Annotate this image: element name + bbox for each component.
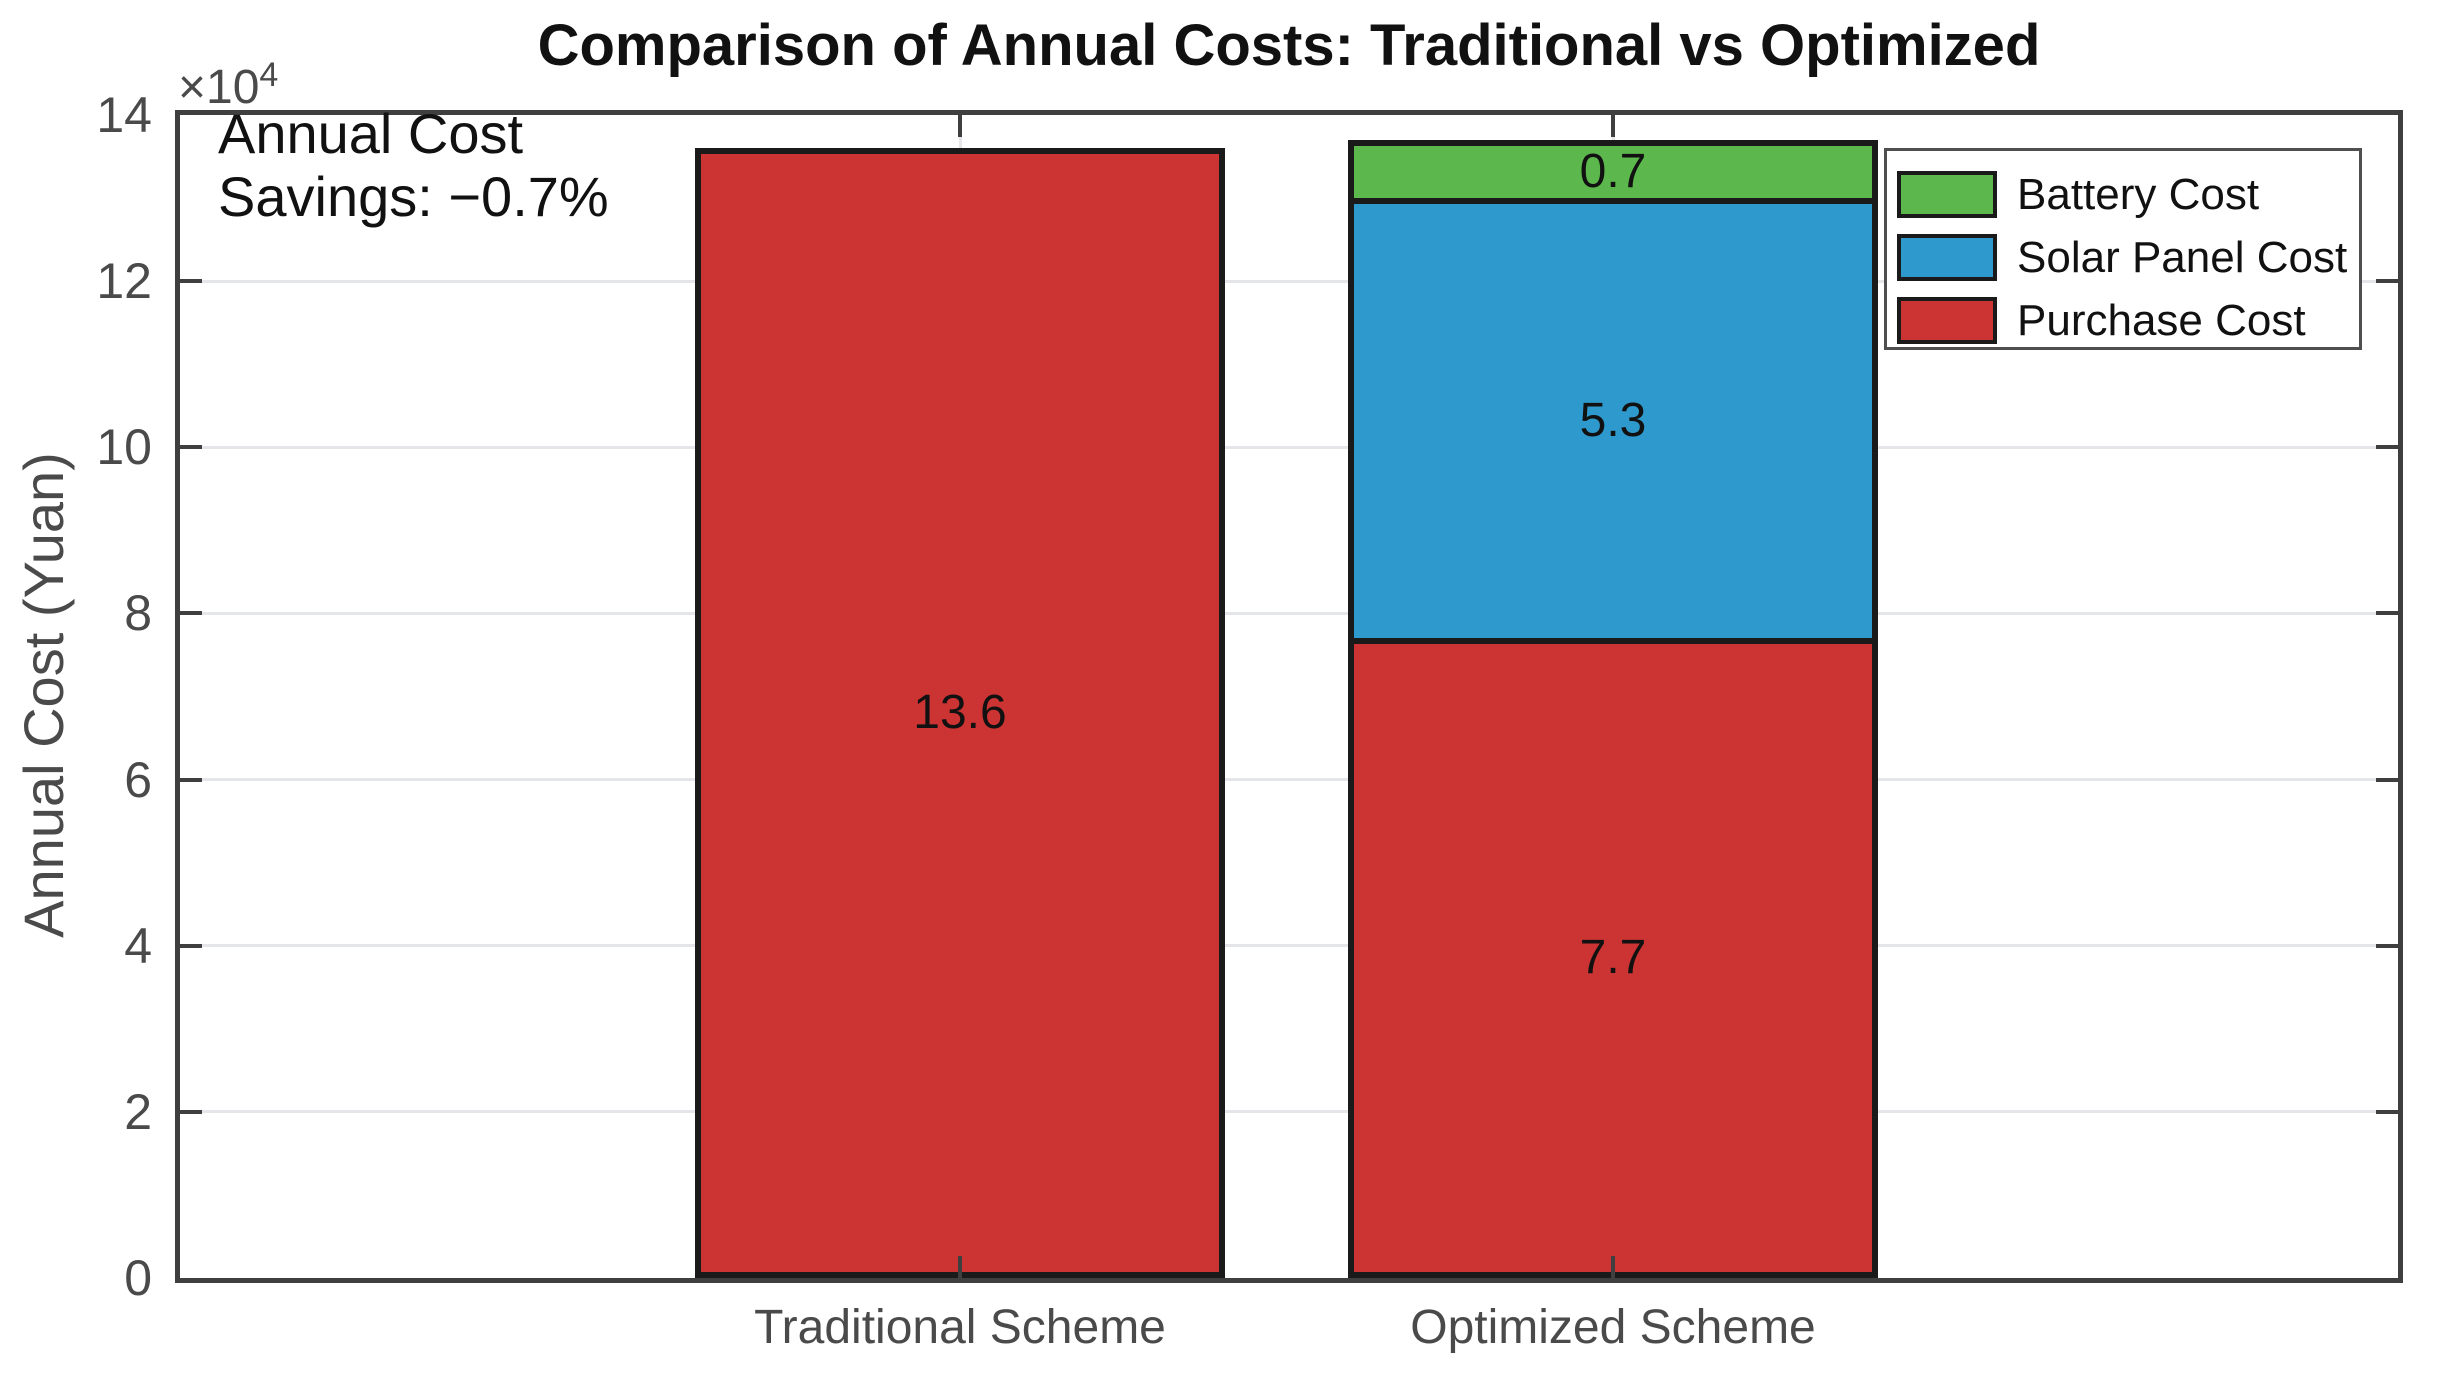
y-tick-label: 2 — [124, 1083, 152, 1140]
y-gridline — [180, 279, 2398, 283]
y-tick-mark — [180, 611, 202, 616]
y-tick-mark — [2376, 777, 2398, 782]
legend-row: Solar Panel Cost — [1897, 226, 2359, 289]
x-tick-mark — [1611, 1256, 1615, 1278]
y-tick-mark — [180, 445, 202, 450]
x-tick-mark — [958, 1256, 962, 1278]
y-gridline — [180, 445, 2398, 449]
savings-annotation: Annual Cost Savings: −0.7% — [218, 102, 609, 228]
y-gridline — [180, 611, 2398, 615]
bar-value-label: 5.3 — [1579, 394, 1647, 448]
exponent-power: 4 — [259, 56, 279, 94]
bar-optimized-scheme: 7.7 5.3 0.7 — [1348, 139, 1878, 1278]
bar-segment-battery-cost: 0.7 — [1348, 139, 1878, 205]
legend-swatch — [1897, 297, 1997, 344]
legend-row: Purchase Cost — [1897, 289, 2359, 352]
y-tick-label: 14 — [96, 87, 152, 143]
legend-label: Purchase Cost — [2017, 295, 2306, 345]
bar-value-label: 7.7 — [1579, 931, 1647, 985]
x-tick-mark — [958, 115, 962, 137]
exponent-base: ×10 — [178, 61, 260, 114]
y-tick-mark — [2376, 943, 2398, 948]
legend-label: Battery Cost — [2017, 169, 2260, 219]
y-tick-label: 12 — [96, 253, 152, 310]
plot-area: 13.6 7.7 5.3 0.7 — [175, 110, 2403, 1283]
legend-swatch — [1897, 171, 1997, 218]
legend-swatch — [1897, 234, 1997, 281]
annotation-line-2: Savings: −0.7% — [218, 165, 609, 228]
annotation-line-1: Annual Cost — [218, 102, 524, 165]
legend: Battery Cost Solar Panel Cost Purchase C… — [1884, 148, 2362, 350]
bar-segment-purchase-cost: 13.6 — [695, 148, 1225, 1278]
y-gridline — [180, 944, 2398, 948]
bar-segment-purchase-cost: 7.7 — [1348, 638, 1878, 1278]
y-tick-label: 6 — [124, 751, 152, 808]
x-tick-label-traditional: Traditional Scheme — [754, 1301, 1166, 1354]
legend-row: Battery Cost — [1897, 163, 2359, 226]
x-tick-mark — [1611, 115, 1615, 137]
y-tick-mark — [180, 777, 202, 782]
bar-value-label: 13.6 — [913, 686, 1007, 740]
y-gridline — [180, 1110, 2398, 1114]
y-tick-mark — [2376, 445, 2398, 450]
y-axis-exponent: ×104 — [178, 56, 278, 115]
y-tick-mark — [180, 943, 202, 948]
chart-title: Comparison of Annual Costs: Traditional … — [537, 13, 2041, 78]
y-tick-mark — [2376, 1109, 2398, 1114]
legend-label: Solar Panel Cost — [2017, 232, 2348, 282]
y-tick-mark — [180, 1109, 202, 1114]
y-tick-label: 10 — [96, 419, 152, 476]
bar-segment-solar-panel-cost: 5.3 — [1348, 198, 1878, 645]
bar-value-label: 0.7 — [1579, 145, 1647, 199]
y-tick-mark — [2376, 611, 2398, 616]
y-axis-label: Annual Cost (Yuan) — [12, 452, 75, 938]
y-tick-label: 0 — [124, 1250, 152, 1306]
x-tick-label-optimized: Optimized Scheme — [1410, 1301, 1816, 1354]
y-gridline — [180, 778, 2398, 782]
y-tick-label: 4 — [124, 917, 152, 974]
y-tick-mark — [2376, 279, 2398, 284]
bar-traditional-scheme: 13.6 — [695, 148, 1225, 1278]
y-tick-label: 8 — [124, 585, 152, 642]
y-tick-mark — [180, 279, 202, 284]
